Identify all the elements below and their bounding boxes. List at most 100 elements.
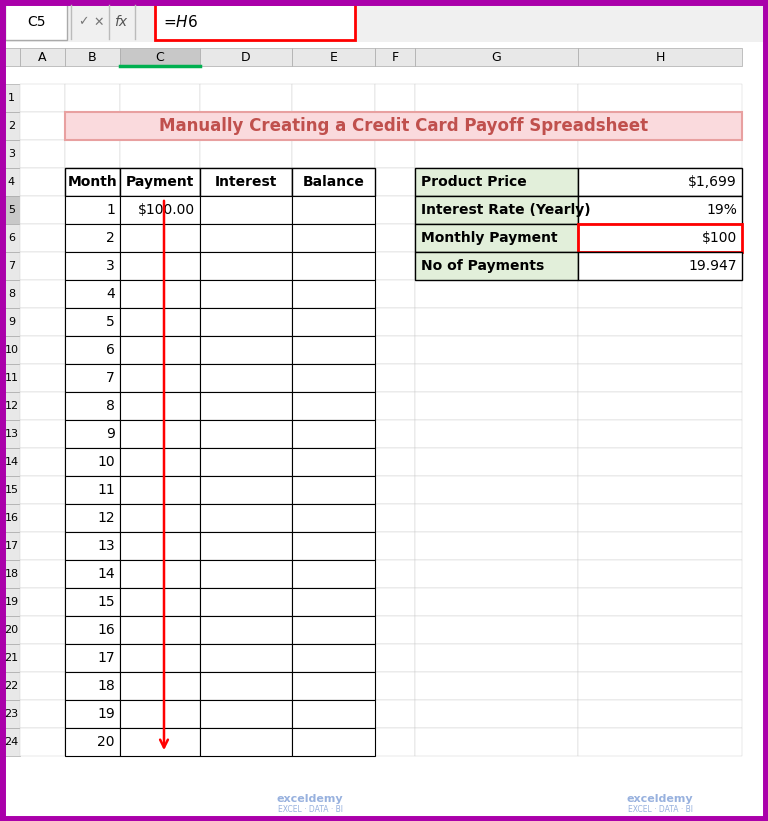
Bar [200, 532, 292, 560]
Bar [20, 644, 65, 672]
Bar [292, 168, 375, 196]
Bar [120, 616, 200, 644]
Text: =$H$6: =$H$6 [163, 14, 198, 30]
Bar [292, 588, 375, 616]
Text: $100: $100 [702, 231, 737, 245]
Bar [65, 532, 120, 560]
Bar [200, 196, 292, 224]
Bar [65, 364, 120, 392]
Bar [292, 672, 375, 700]
Bar [578, 308, 742, 336]
Text: 2: 2 [8, 121, 15, 131]
Bar [65, 308, 120, 336]
Bar [200, 364, 292, 392]
Text: exceldemy: exceldemy [627, 794, 694, 804]
Bar [375, 196, 415, 224]
Text: 24: 24 [5, 737, 18, 747]
Bar [65, 644, 120, 672]
Text: 13: 13 [98, 539, 115, 553]
Bar [578, 84, 742, 112]
Bar [65, 224, 120, 252]
Bar [375, 532, 415, 560]
Bar [292, 476, 375, 504]
Text: 22: 22 [5, 681, 18, 691]
Bar [65, 588, 120, 616]
Bar [578, 420, 742, 448]
Bar [120, 48, 200, 66]
Bar [415, 700, 578, 728]
Text: H: H [655, 51, 664, 63]
Text: $1,699: $1,699 [688, 175, 737, 189]
Bar [200, 616, 292, 644]
Bar [578, 196, 742, 224]
Bar [65, 504, 120, 532]
Bar [415, 448, 578, 476]
Bar [415, 672, 578, 700]
Bar [120, 504, 200, 532]
Bar [65, 224, 120, 252]
Bar [20, 504, 65, 532]
Bar [20, 308, 65, 336]
Bar [65, 168, 120, 196]
Bar [3, 588, 20, 616]
Bar [200, 224, 292, 252]
Bar [578, 336, 742, 364]
Bar [415, 644, 578, 672]
Bar [375, 392, 415, 420]
Bar [578, 48, 742, 66]
Bar [578, 504, 742, 532]
Bar [292, 644, 375, 672]
Bar [292, 448, 375, 476]
Bar [3, 532, 20, 560]
Text: 15: 15 [5, 485, 18, 495]
Bar [65, 588, 120, 616]
Bar [200, 588, 292, 616]
Bar [120, 448, 200, 476]
Bar [65, 560, 120, 588]
Bar [120, 84, 200, 112]
Bar [120, 476, 200, 504]
Text: Product Price: Product Price [421, 175, 527, 189]
Bar [292, 336, 375, 364]
Bar [415, 168, 578, 196]
Text: 8: 8 [8, 289, 15, 299]
Bar [292, 48, 375, 66]
Bar [120, 700, 200, 728]
Bar [120, 140, 200, 168]
Bar [200, 392, 292, 420]
Bar [292, 224, 375, 252]
Bar [200, 168, 292, 196]
Text: Balance: Balance [303, 175, 365, 189]
Bar [292, 476, 375, 504]
Text: 14: 14 [5, 457, 18, 467]
Bar [3, 420, 20, 448]
Bar [292, 672, 375, 700]
Bar [578, 224, 742, 252]
Bar [65, 448, 120, 476]
Bar [292, 420, 375, 448]
Bar [120, 560, 200, 588]
Bar [65, 280, 120, 308]
Bar [292, 364, 375, 392]
Bar [200, 364, 292, 392]
Bar [200, 84, 292, 112]
Text: 19: 19 [5, 597, 18, 607]
Text: 6: 6 [8, 233, 15, 243]
Bar [200, 392, 292, 420]
Bar [20, 588, 65, 616]
Bar [292, 392, 375, 420]
Text: No of Payments: No of Payments [421, 259, 545, 273]
Bar [3, 168, 20, 196]
Bar [65, 560, 120, 588]
Bar [20, 224, 65, 252]
Bar [292, 196, 375, 224]
Bar [200, 588, 292, 616]
Bar [200, 252, 292, 280]
Bar [375, 644, 415, 672]
Bar [3, 336, 20, 364]
Text: ✓: ✓ [78, 16, 88, 29]
Bar [200, 616, 292, 644]
Bar [65, 252, 120, 280]
Text: 1: 1 [8, 93, 15, 103]
Text: Manually Creating a Credit Card Payoff Spreadsheet: Manually Creating a Credit Card Payoff S… [159, 117, 648, 135]
